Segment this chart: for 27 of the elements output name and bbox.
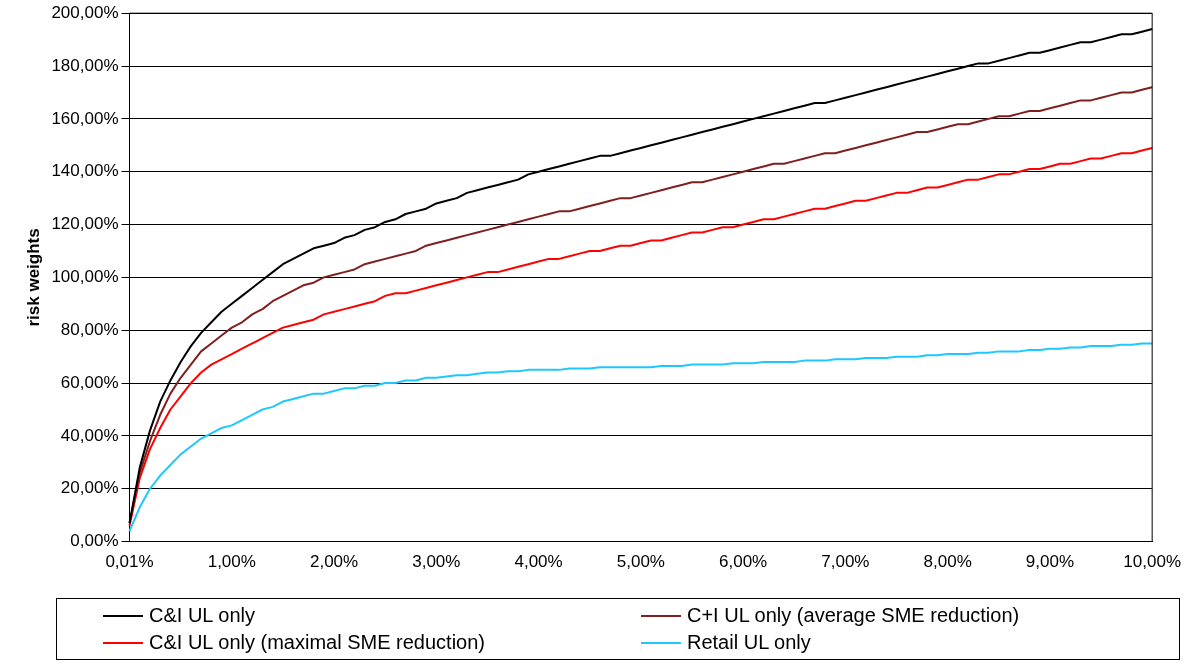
x-tick-label: 6,00% xyxy=(719,552,768,572)
y-tick-label: 40,00% xyxy=(60,425,119,445)
y-tick-label: 60,00% xyxy=(60,372,119,392)
x-tick-label: 1,00% xyxy=(207,552,256,572)
x-tick-label: 4,00% xyxy=(514,552,563,572)
x-tick-label: 7,00% xyxy=(821,552,870,572)
y-tick-label: 140,00% xyxy=(51,161,119,181)
legend-label: C&I UL only (maximal SME reduction) xyxy=(149,631,486,654)
y-tick-label: 20,00% xyxy=(60,478,119,498)
y-tick-label: 180,00% xyxy=(51,55,119,75)
x-tick-label: 3,00% xyxy=(412,552,461,572)
y-axis-title: risk weights xyxy=(23,228,43,327)
y-tick-label: 160,00% xyxy=(51,108,119,128)
legend-label: Retail UL only xyxy=(687,631,811,654)
y-tick-label: 0,00% xyxy=(70,531,119,551)
y-tick-label: 200,00% xyxy=(51,2,119,22)
x-tick-label: 2,00% xyxy=(309,552,359,572)
x-tick-label: 10,00% xyxy=(1123,552,1182,572)
legend-label: C&I UL only xyxy=(149,604,255,627)
y-tick-label: 100,00% xyxy=(51,267,119,287)
legend-label: C+I UL only (average SME reduction) xyxy=(687,604,1020,627)
y-tick-label: 120,00% xyxy=(51,214,119,234)
x-tick-label: 5,00% xyxy=(616,552,665,572)
y-tick-label: 80,00% xyxy=(60,319,119,339)
x-tick-label: 9,00% xyxy=(1025,552,1075,572)
x-tick-label: 8,00% xyxy=(923,552,972,572)
x-tick-label: 0,01% xyxy=(105,552,154,572)
